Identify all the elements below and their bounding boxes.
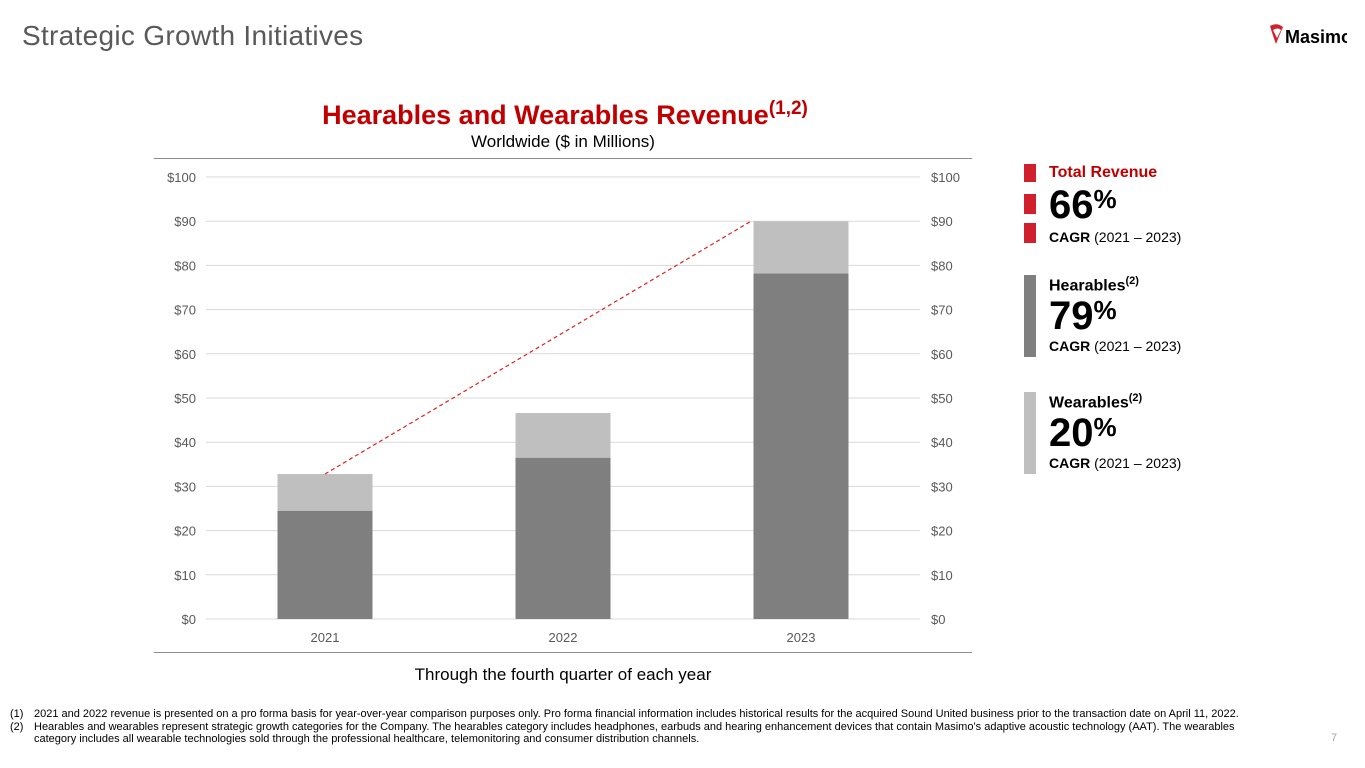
bar-wearables-2022: [515, 413, 611, 458]
footnotes: (1) 2021 and 2022 revenue is presented o…: [10, 708, 1240, 746]
legend-hearables-cagr: CAGR (2021 – 2023): [1049, 338, 1182, 355]
y2-tick-label: $70: [931, 303, 953, 318]
y-tick-label: $80: [174, 258, 196, 273]
footnote-2-text: Hearables and wearables represent strate…: [34, 720, 1235, 746]
footnote-2-number: (2): [10, 720, 24, 733]
chart-top-rule: [154, 158, 972, 159]
chart-bottom-rule: [154, 652, 972, 653]
chart-title: Hearables and Wearables Revenue(1,2): [0, 98, 1130, 131]
chart-title-superscript: (1,2): [768, 98, 808, 119]
y2-tick-label: $40: [931, 435, 953, 450]
legend-total-label: Total Revenue: [1049, 164, 1158, 181]
y-tick-label: $40: [174, 435, 196, 450]
y2-tick-label: $50: [931, 391, 953, 406]
footnote-1: (1) 2021 and 2022 revenue is presented o…: [10, 708, 1240, 721]
legend-total-value: 66%: [1049, 183, 1117, 227]
y-tick-label: $0: [182, 612, 196, 627]
y-tick-label: $100: [167, 170, 196, 185]
bar-hearables-2022: [515, 457, 611, 619]
y-tick-label: $10: [174, 568, 196, 583]
footnote-1-number: (1): [10, 708, 24, 720]
y-tick-label: $60: [174, 347, 196, 362]
y2-tick-label: $0: [931, 612, 945, 627]
x-tick-label: 2022: [549, 630, 578, 645]
y2-tick-label: $80: [931, 258, 953, 273]
page-title: Strategic Growth Initiatives: [22, 20, 364, 51]
legend-total-cagr: CAGR (2021 – 2023): [1049, 229, 1182, 245]
chart-title-text: Hearables and Wearables Revenue: [322, 100, 769, 130]
page-number: 7: [1331, 732, 1338, 744]
legend-hearables-value: 79%: [1049, 294, 1117, 339]
chart-subtitle: Worldwide ($ in Millions): [471, 132, 655, 151]
footnote-2: (2) Hearables and wearables represent st…: [10, 721, 1240, 746]
masimo-logo: Masimo: [1270, 24, 1347, 47]
bar-hearables-2023: [753, 273, 849, 619]
legend-total-swatch-3: [1024, 223, 1036, 243]
legend-wearables-label: Wearables(2): [1049, 392, 1143, 412]
y-tick-label: $50: [174, 391, 196, 406]
legend-wearables-value: 20%: [1049, 411, 1117, 456]
legend-total-swatch-2: [1024, 194, 1036, 214]
legend-total-swatch-1: [1024, 164, 1036, 182]
bar-hearables-2021: [277, 510, 373, 619]
legend-hearables-swatch: [1024, 275, 1036, 357]
y-tick-label: $90: [174, 214, 196, 229]
bar-wearables-2021: [277, 474, 373, 511]
y-tick-label: $70: [174, 303, 196, 318]
x-tick-label: 2021: [311, 630, 340, 645]
y2-tick-label: $100: [931, 170, 960, 185]
x-tick-label: 2023: [787, 630, 816, 645]
footnote-1-text: 2021 and 2022 revenue is presented on a …: [34, 708, 1239, 720]
chart-caption: Through the fourth quarter of each year: [414, 665, 712, 684]
y2-tick-label: $10: [931, 568, 953, 583]
logo-text: Masimo: [1285, 27, 1347, 47]
y2-tick-label: $20: [931, 524, 953, 539]
bar-wearables-2023: [753, 221, 849, 274]
legend-wearables-cagr: CAGR (2021 – 2023): [1049, 455, 1182, 472]
y-tick-label: $30: [174, 479, 196, 494]
y-tick-label: $20: [174, 524, 196, 539]
legend-hearables-label: Hearables(2): [1049, 275, 1139, 295]
y2-tick-label: $60: [931, 347, 953, 362]
y2-tick-label: $90: [931, 214, 953, 229]
trendline: [324, 220, 752, 475]
legend-wearables-swatch: [1024, 392, 1036, 474]
y2-tick-label: $30: [931, 479, 953, 494]
